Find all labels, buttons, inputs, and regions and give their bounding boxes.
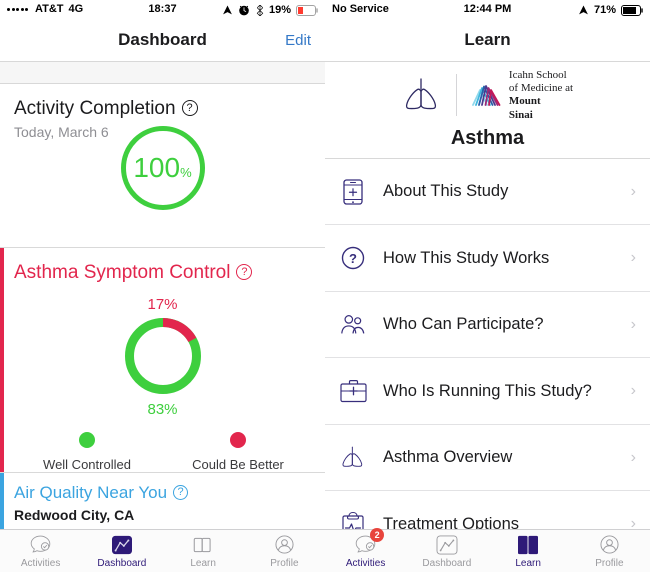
svg-text:?: ? bbox=[349, 251, 357, 266]
